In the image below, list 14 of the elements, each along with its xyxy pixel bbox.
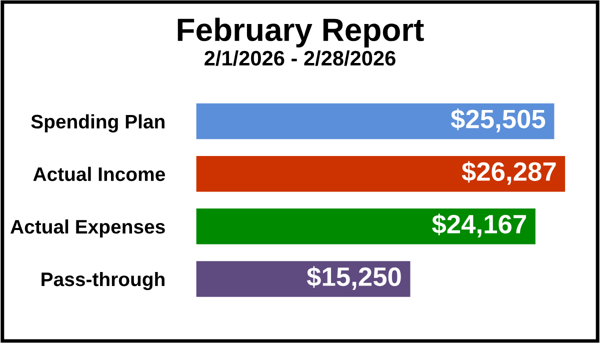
data-label: $25,505 xyxy=(450,108,546,132)
bar xyxy=(196,208,536,244)
chart-subtitle: 2/1/2026 - 2/28/2026 xyxy=(204,50,396,66)
y-tick-label: Spending Plan xyxy=(31,114,164,132)
bar xyxy=(196,156,566,192)
bar xyxy=(196,261,410,297)
y-tick-label: Pass-through xyxy=(42,272,164,290)
y-tick-label: Actual Expenses xyxy=(10,219,165,238)
bar xyxy=(196,103,554,140)
data-label: $15,250 xyxy=(306,266,401,290)
data-label: $24,167 xyxy=(432,214,526,238)
chart-title: February Report xyxy=(178,18,424,48)
data-label: $26,287 xyxy=(462,161,556,185)
y-tick-label: Actual Income xyxy=(33,166,165,182)
